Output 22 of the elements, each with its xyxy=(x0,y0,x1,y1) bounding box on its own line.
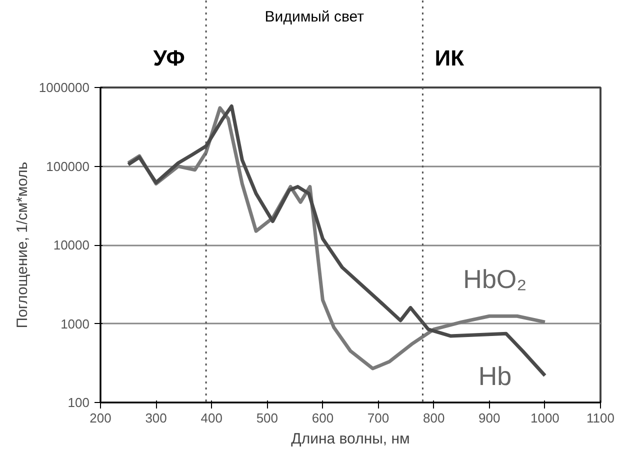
x-tick-label: 400 xyxy=(200,410,222,426)
x-axis-title: Длина волны, нм xyxy=(291,430,410,448)
x-tick-label: 1000 xyxy=(530,410,560,426)
y-axis-title: Поглощение, 1/см*моль xyxy=(14,162,31,328)
x-tick-label: 900 xyxy=(478,410,500,426)
y-tick-label: 1000000 xyxy=(38,80,90,95)
y-tick-label: 10000 xyxy=(53,238,90,252)
x-tick-label: 1100 xyxy=(586,410,614,426)
x-tick-label: 200 xyxy=(90,410,112,426)
x-tick-label: 600 xyxy=(312,410,334,426)
x-tick-label: 800 xyxy=(422,410,445,426)
text: УФ xyxy=(153,45,186,70)
y-tick-label: 1000 xyxy=(60,316,90,332)
y-tick-label: 100 xyxy=(68,395,90,410)
text: ИК xyxy=(434,45,465,70)
series-label: Hb xyxy=(478,360,512,391)
x-tick-label: 500 xyxy=(256,410,278,426)
x-tick-label: 300 xyxy=(145,410,167,426)
text: Видимый свет xyxy=(264,8,364,26)
y-tick-label: 100000 xyxy=(46,158,90,174)
series-label: HbO₂ xyxy=(463,264,527,294)
x-tick-label: 700 xyxy=(367,410,390,426)
